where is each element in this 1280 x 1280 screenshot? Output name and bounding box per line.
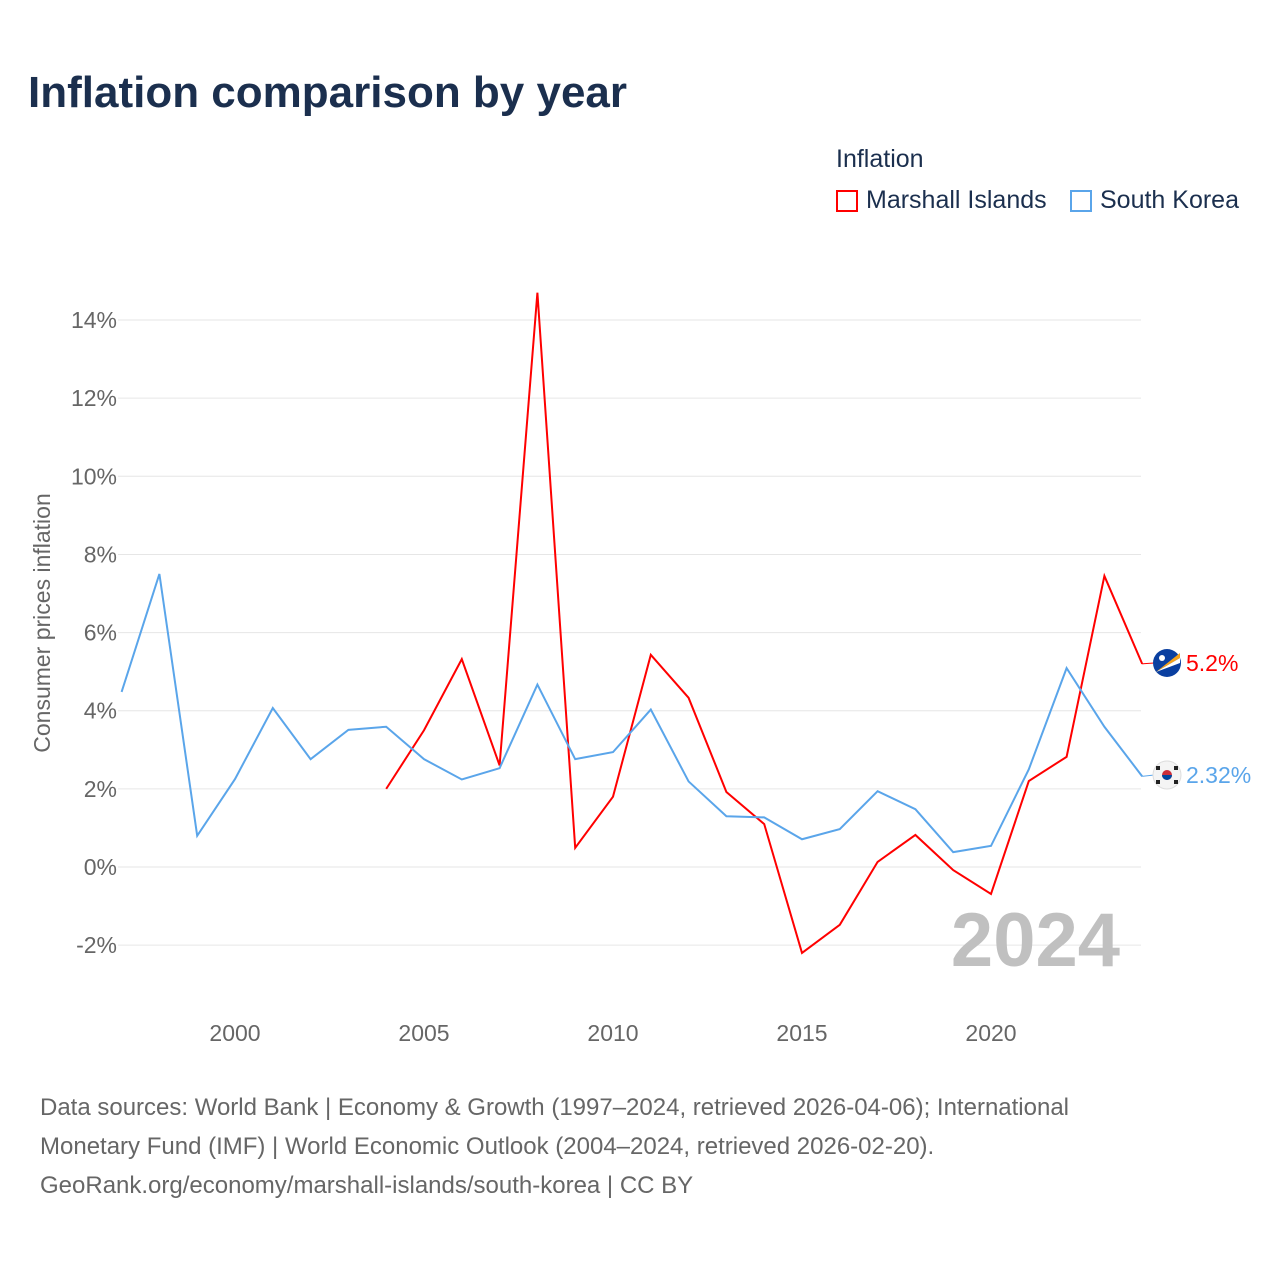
flag-taegeuk-blue	[1162, 775, 1172, 780]
end-label-connector	[1142, 662, 1155, 665]
y-tick-label: 4%	[84, 698, 117, 724]
y-tick-label: 2%	[84, 776, 117, 802]
flag-trigram	[1156, 766, 1160, 770]
footer-sources-line1: Data sources: World Bank | Economy & Gro…	[40, 1094, 1070, 1121]
end-value-label: 2.32%	[1186, 762, 1251, 788]
legend-title: Inflation	[836, 145, 924, 173]
y-tick-label: 8%	[84, 541, 117, 567]
marshall-islands-flag-icon	[1153, 649, 1181, 677]
legend-item-marshall-islands[interactable]: Marshall Islands	[836, 186, 1047, 215]
footer: Data sources: World Bank | Economy & Gro…	[40, 1088, 1069, 1205]
footer-sources-line2: Monetary Fund (IMF) | World Economic Out…	[40, 1133, 935, 1160]
year-watermark: 2024	[951, 898, 1120, 983]
y-axis-label: Consumer prices inflation	[29, 493, 55, 753]
y-tick-label: 6%	[84, 620, 117, 646]
legend-swatch	[1070, 189, 1092, 212]
y-tick-label: -2%	[76, 932, 117, 958]
flag-trigram	[1174, 780, 1178, 784]
series-line-marshall-islands	[385, 292, 1144, 955]
x-tick-label: 2010	[587, 1020, 638, 1046]
x-tick-label: 2015	[776, 1020, 827, 1046]
series-line-south-korea	[120, 573, 1143, 854]
flag-trigram	[1156, 780, 1160, 784]
end-value-label: 5.2%	[1186, 650, 1238, 676]
legend-label: South Korea	[1100, 186, 1239, 214]
x-tick-label: 2005	[398, 1020, 449, 1046]
flag-stripe-orange	[1156, 653, 1180, 672]
end-label-connector	[1142, 774, 1155, 777]
footer-credit-link[interactable]: GeoRank.org/economy/marshall-islands/sou…	[40, 1172, 694, 1199]
flag-stripe-white	[1156, 658, 1180, 672]
legend-swatch	[836, 189, 858, 212]
y-tick-label: 10%	[71, 463, 117, 489]
y-tick-label: 14%	[71, 307, 117, 333]
chart-title: Inflation comparison by year	[28, 68, 628, 117]
flag-star	[1159, 655, 1165, 661]
flag-trigram	[1174, 766, 1178, 770]
y-tick-label: 0%	[84, 854, 117, 880]
legend-item-south-korea[interactable]: South Korea	[1070, 186, 1239, 215]
x-tick-label: 2000	[209, 1020, 260, 1046]
south-korea-flag-icon	[1152, 760, 1182, 790]
x-tick-label: 2020	[965, 1020, 1016, 1046]
y-tick-label: 12%	[71, 385, 117, 411]
legend-label: Marshall Islands	[866, 186, 1047, 214]
